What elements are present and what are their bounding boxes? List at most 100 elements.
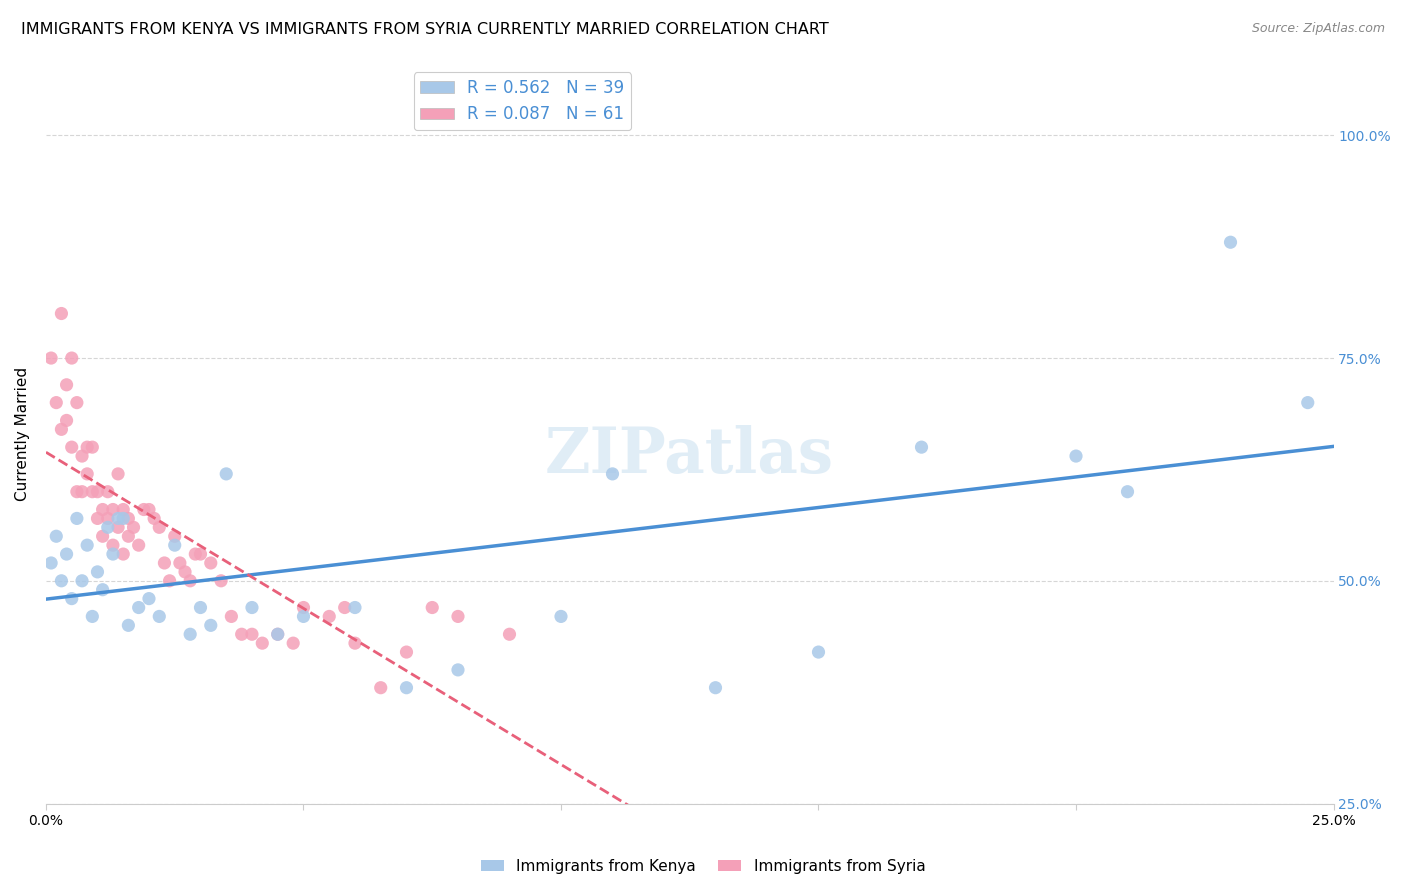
Point <box>55 413 77 427</box>
Point <box>86 565 108 579</box>
Point <box>39 556 62 570</box>
Point <box>200 556 222 570</box>
Point <box>45 395 67 409</box>
Point <box>231 627 253 641</box>
Point <box>70 449 93 463</box>
Point <box>240 600 263 615</box>
Point <box>60 351 83 365</box>
Point <box>76 538 98 552</box>
Point <box>240 627 263 641</box>
Point <box>283 636 305 650</box>
Point <box>221 609 243 624</box>
Point <box>370 681 392 695</box>
Point <box>70 574 93 588</box>
Point <box>91 502 114 516</box>
Text: Source: ZipAtlas.com: Source: ZipAtlas.com <box>1251 22 1385 36</box>
Point <box>45 529 67 543</box>
Point <box>163 529 186 543</box>
Point <box>395 681 418 695</box>
Point <box>333 600 356 615</box>
Point <box>169 556 191 570</box>
Point <box>51 422 73 436</box>
Point <box>447 663 470 677</box>
Point <box>138 502 160 516</box>
Point <box>70 484 93 499</box>
Point <box>318 609 340 624</box>
Point <box>190 600 212 615</box>
Point <box>179 627 201 641</box>
Point <box>215 467 238 481</box>
Point <box>107 520 129 534</box>
Point <box>704 681 727 695</box>
Point <box>184 547 207 561</box>
Point <box>91 582 114 597</box>
Point <box>86 511 108 525</box>
Point <box>128 538 150 552</box>
Point <box>267 627 290 641</box>
Point <box>138 591 160 606</box>
Point <box>101 547 124 561</box>
Point <box>550 609 572 624</box>
Y-axis label: Currently Married: Currently Married <box>15 367 30 500</box>
Point <box>910 440 932 454</box>
Point <box>60 591 83 606</box>
Point <box>107 511 129 525</box>
Point <box>91 529 114 543</box>
Point <box>55 547 77 561</box>
Point <box>148 520 170 534</box>
Point <box>97 484 120 499</box>
Point <box>82 440 104 454</box>
Point <box>117 511 139 525</box>
Point <box>1296 395 1319 409</box>
Point <box>179 574 201 588</box>
Point <box>122 520 145 534</box>
Point <box>66 511 89 525</box>
Point <box>807 645 830 659</box>
Point <box>1219 235 1241 250</box>
Point <box>66 395 89 409</box>
Point <box>76 467 98 481</box>
Point <box>267 627 290 641</box>
Point <box>86 484 108 499</box>
Point <box>117 529 139 543</box>
Point <box>159 574 181 588</box>
Point <box>292 609 315 624</box>
Point <box>1064 449 1087 463</box>
Point <box>132 502 155 516</box>
Point <box>97 520 120 534</box>
Point <box>252 636 274 650</box>
Point <box>101 538 124 552</box>
Point <box>112 502 135 516</box>
Point <box>498 627 520 641</box>
Point <box>1116 484 1139 499</box>
Point <box>190 547 212 561</box>
Point <box>60 440 83 454</box>
Point <box>101 502 124 516</box>
Point <box>112 547 135 561</box>
Point <box>143 511 166 525</box>
Point <box>117 618 139 632</box>
Point <box>174 565 197 579</box>
Point <box>51 574 73 588</box>
Point <box>82 484 104 499</box>
Text: IMMIGRANTS FROM KENYA VS IMMIGRANTS FROM SYRIA CURRENTLY MARRIED CORRELATION CHA: IMMIGRANTS FROM KENYA VS IMMIGRANTS FROM… <box>21 22 830 37</box>
Point <box>395 645 418 659</box>
Point <box>76 440 98 454</box>
Point <box>163 538 186 552</box>
Point <box>153 556 176 570</box>
Point <box>112 511 135 525</box>
Point <box>343 636 366 650</box>
Point <box>200 618 222 632</box>
Point <box>51 306 73 320</box>
Point <box>209 574 232 588</box>
Point <box>602 467 624 481</box>
Point <box>66 484 89 499</box>
Point <box>128 600 150 615</box>
Text: ZIPatlas: ZIPatlas <box>546 425 834 486</box>
Point <box>292 600 315 615</box>
Point <box>107 467 129 481</box>
Legend: R = 0.562   N = 39, R = 0.087   N = 61: R = 0.562 N = 39, R = 0.087 N = 61 <box>413 72 631 130</box>
Point <box>420 600 443 615</box>
Point <box>343 600 366 615</box>
Point <box>55 377 77 392</box>
